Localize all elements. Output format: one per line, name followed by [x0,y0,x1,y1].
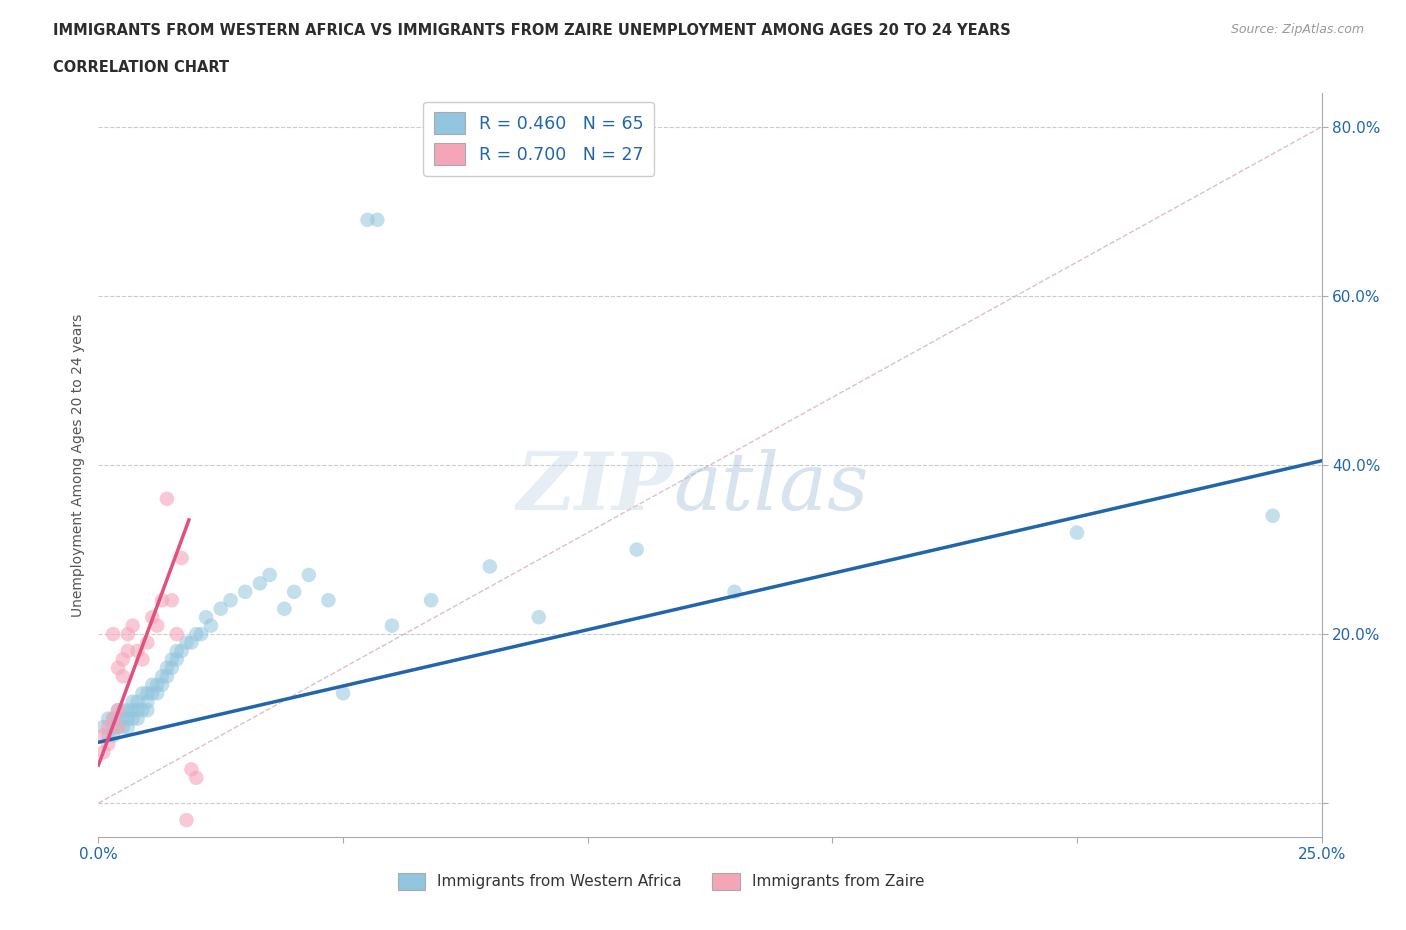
Point [332,685,354,700]
Point [170,551,193,565]
Point [1261,509,1284,524]
Text: ZIP: ZIP [516,448,673,526]
Point [121,618,143,633]
Legend: Immigrants from Western Africa, Immigrants from Zaire: Immigrants from Western Africa, Immigran… [391,867,931,897]
Point [131,652,153,667]
Point [298,567,321,582]
Point [111,669,134,684]
Point [283,584,305,599]
Point [186,627,208,642]
Point [97,720,120,735]
Point [160,592,183,607]
Point [156,660,179,675]
Y-axis label: Unemployment Among Ages 20 to 24 years: Unemployment Among Ages 20 to 24 years [70,313,84,617]
Point [136,685,159,700]
Point [91,720,114,735]
Text: atlas: atlas [673,448,869,526]
Point [127,703,149,718]
Point [160,652,183,667]
Point [209,602,232,617]
Point [259,567,281,582]
Point [111,720,134,735]
Point [166,644,188,658]
Point [176,635,198,650]
Point [233,584,256,599]
Point [101,711,124,726]
Point [107,720,129,735]
Point [91,745,114,760]
Point [249,576,271,591]
Point [131,703,153,718]
Point [1066,525,1088,540]
Point [101,711,124,726]
Text: CORRELATION CHART: CORRELATION CHART [53,60,229,75]
Point [356,212,378,227]
Point [190,627,212,642]
Point [97,711,120,726]
Point [186,770,208,785]
Point [127,695,149,710]
Point [318,592,340,607]
Point [195,610,218,625]
Point [101,627,124,642]
Point [117,720,139,735]
Point [131,685,153,700]
Point [117,627,139,642]
Point [150,592,173,607]
Point [127,711,149,726]
Point [141,677,163,692]
Point [146,685,169,700]
Point [97,737,120,751]
Point [156,491,179,506]
Point [219,592,242,607]
Point [180,635,202,650]
Point [91,728,114,743]
Point [381,618,404,633]
Point [107,703,129,718]
Point [121,711,143,726]
Point [176,813,198,828]
Point [111,703,134,718]
Point [146,618,169,633]
Point [180,762,202,777]
Point [107,660,129,675]
Point [121,695,143,710]
Point [146,677,169,692]
Point [420,592,443,607]
Point [141,610,163,625]
Text: Source: ZipAtlas.com: Source: ZipAtlas.com [1230,23,1364,36]
Point [107,720,129,735]
Point [117,644,139,658]
Point [166,652,188,667]
Point [107,703,129,718]
Point [111,652,134,667]
Point [107,711,129,726]
Point [121,703,143,718]
Point [136,703,159,718]
Point [150,677,173,692]
Point [160,660,183,675]
Point [127,644,149,658]
Point [156,669,179,684]
Point [366,212,388,227]
Point [101,720,124,735]
Point [527,610,550,625]
Point [117,711,139,726]
Point [101,728,124,743]
Point [136,635,159,650]
Point [97,728,120,743]
Point [166,627,188,642]
Point [117,703,139,718]
Point [626,542,648,557]
Point [273,602,295,617]
Point [200,618,222,633]
Point [170,644,193,658]
Point [150,669,173,684]
Point [478,559,501,574]
Text: IMMIGRANTS FROM WESTERN AFRICA VS IMMIGRANTS FROM ZAIRE UNEMPLOYMENT AMONG AGES : IMMIGRANTS FROM WESTERN AFRICA VS IMMIGR… [53,23,1011,38]
Point [136,695,159,710]
Point [141,685,163,700]
Point [723,584,745,599]
Point [111,711,134,726]
